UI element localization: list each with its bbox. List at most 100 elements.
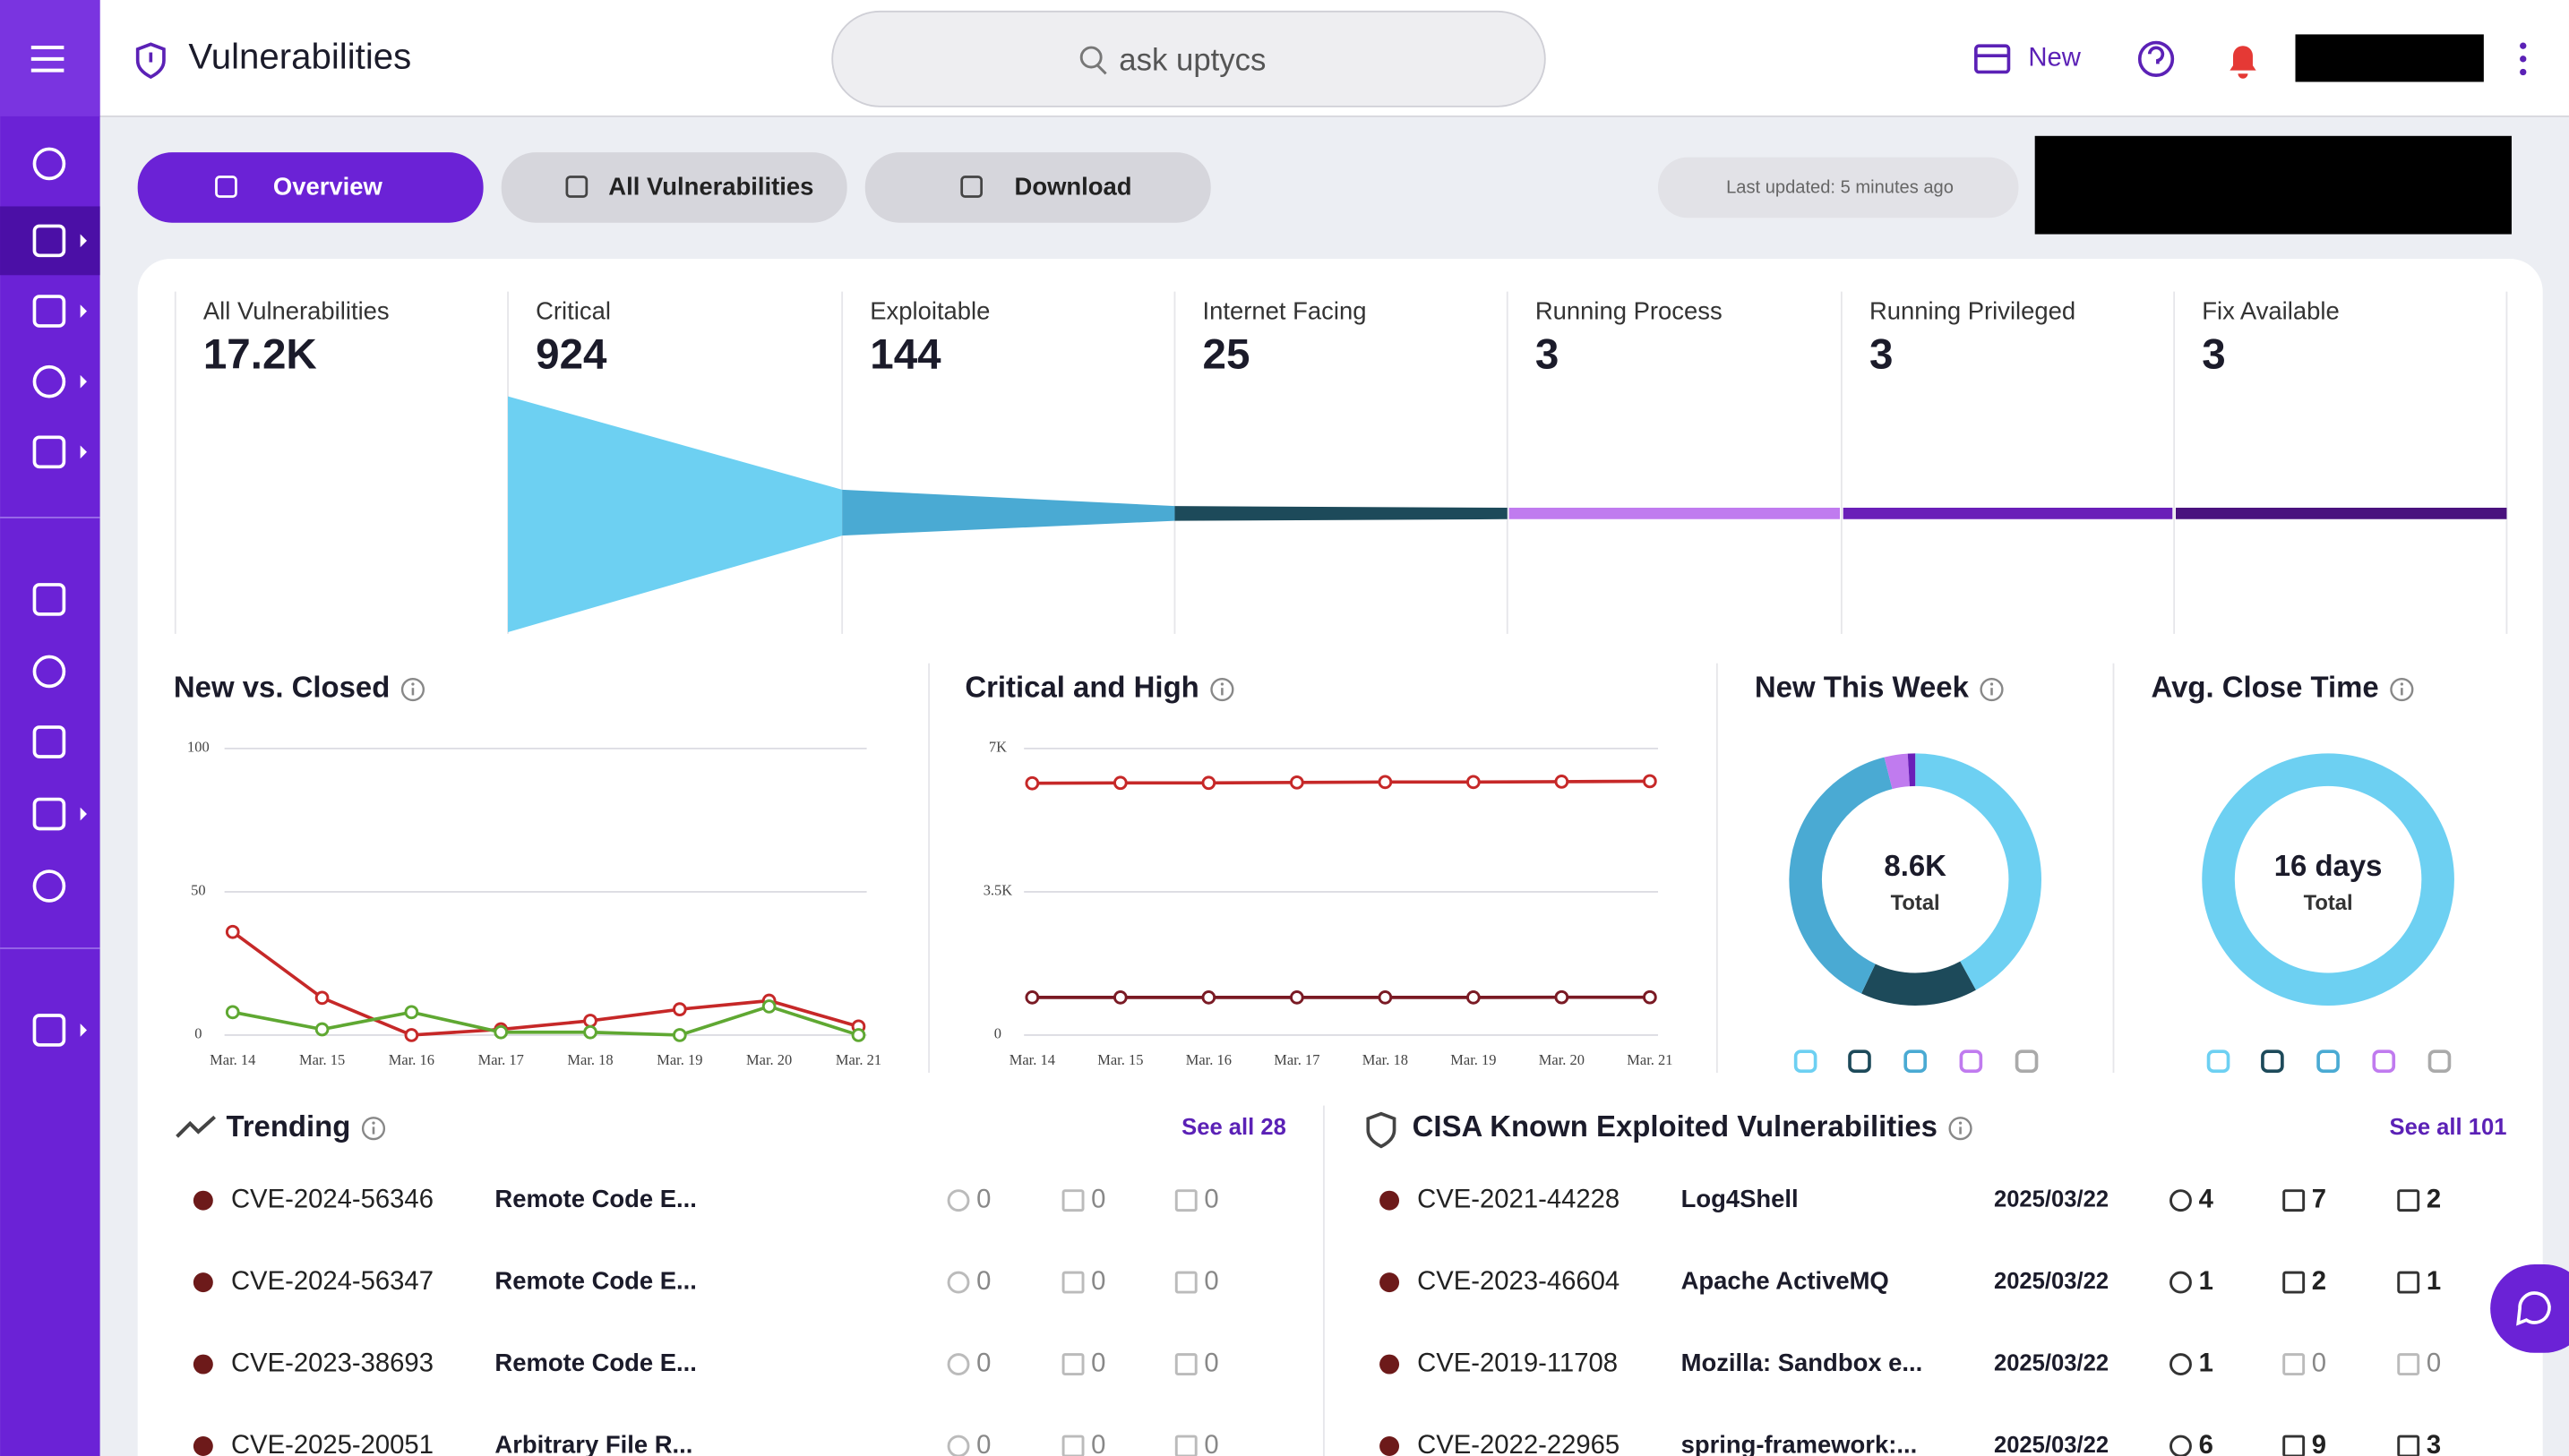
count: 0 bbox=[1204, 1431, 1218, 1456]
legend-icon[interactable] bbox=[1903, 1049, 1927, 1074]
cve-id[interactable]: CVE-2021-44228 bbox=[1417, 1185, 1620, 1213]
sidebar-icon[interactable] bbox=[32, 147, 66, 181]
sidebar-icons[interactable] bbox=[32, 147, 87, 1047]
data-point bbox=[1465, 990, 1481, 1005]
sidebar-icon[interactable] bbox=[32, 224, 66, 258]
info-icon bbox=[411, 682, 415, 686]
chart-title: New This Week bbox=[1755, 671, 1970, 704]
count-icon bbox=[1061, 1435, 1085, 1456]
sidebar-icon[interactable] bbox=[32, 797, 66, 831]
user-redacted[interactable] bbox=[2295, 34, 2484, 82]
data-point bbox=[761, 999, 777, 1014]
last-updated-pill bbox=[1658, 157, 2019, 218]
count: 0 bbox=[1091, 1185, 1105, 1213]
tab-download[interactable] bbox=[864, 152, 1211, 223]
x-tick-label: Mar. 21 bbox=[1627, 1051, 1672, 1068]
cve-id[interactable]: CVE-2024-56346 bbox=[231, 1185, 434, 1213]
sidebar-icon[interactable] bbox=[32, 655, 66, 689]
donut-center-value: 8.6K bbox=[1884, 849, 1946, 882]
new-button[interactable]: New bbox=[2028, 44, 2081, 73]
count: 6 bbox=[2199, 1431, 2213, 1456]
search-icon bbox=[1096, 64, 1107, 75]
chat-icon bbox=[2516, 1291, 2551, 1326]
chat-button[interactable] bbox=[2490, 1264, 2569, 1353]
data-point bbox=[583, 1024, 597, 1040]
see-all-link[interactable]: See all 28 bbox=[1181, 1115, 1286, 1140]
count-icon bbox=[2282, 1189, 2306, 1212]
count-icon bbox=[1174, 1435, 1198, 1456]
count-icon bbox=[2169, 1189, 2192, 1212]
tab-icon bbox=[215, 176, 237, 198]
tab-overview[interactable] bbox=[137, 152, 484, 223]
count-icon bbox=[1174, 1271, 1198, 1294]
count-icon bbox=[947, 1435, 970, 1456]
count: 0 bbox=[976, 1349, 991, 1377]
sidebar-icon[interactable] bbox=[32, 583, 66, 616]
sidebar-icon[interactable] bbox=[32, 295, 66, 328]
see-all-link[interactable]: See all 101 bbox=[2390, 1115, 2507, 1140]
tab-label: All Vulnerabilities bbox=[608, 173, 813, 201]
help-icon[interactable] bbox=[2137, 40, 2175, 77]
tab-all-vulnerabilities[interactable] bbox=[501, 152, 847, 223]
legend-icon[interactable] bbox=[2316, 1049, 2340, 1074]
info-icon bbox=[1980, 677, 2004, 702]
more-icon[interactable] bbox=[2520, 42, 2527, 76]
sidebar-icon[interactable] bbox=[32, 364, 66, 398]
x-tick-label: Mar. 18 bbox=[1362, 1051, 1408, 1068]
donut-center-value: 16 days bbox=[2274, 849, 2383, 882]
data-point bbox=[1113, 775, 1128, 791]
shield-icon bbox=[135, 42, 166, 80]
count: 0 bbox=[976, 1267, 991, 1296]
sidebar-icon[interactable] bbox=[32, 435, 66, 469]
data-point bbox=[225, 1005, 240, 1020]
count-icon bbox=[2397, 1353, 2420, 1376]
count: 7 bbox=[2312, 1185, 2326, 1213]
sidebar-arrow bbox=[80, 445, 87, 459]
search-box[interactable] bbox=[831, 10, 1546, 107]
data-point bbox=[494, 1024, 509, 1040]
sidebar-icon[interactable] bbox=[32, 869, 66, 903]
funnel-value: 17.2K bbox=[203, 330, 317, 378]
legend-icon[interactable] bbox=[2427, 1049, 2452, 1074]
cve-id[interactable]: CVE-2023-46604 bbox=[1417, 1267, 1620, 1296]
data-point bbox=[1643, 774, 1657, 789]
cve-id[interactable]: CVE-2023-38693 bbox=[231, 1349, 434, 1377]
legend-icon[interactable] bbox=[2015, 1049, 2039, 1074]
redacted bbox=[2034, 135, 2512, 235]
cve-id[interactable]: CVE-2022-22965 bbox=[1417, 1431, 1620, 1456]
vulnerability-name: Apache ActiveMQ bbox=[1681, 1266, 1889, 1294]
sidebar-icon[interactable] bbox=[32, 1014, 66, 1047]
data-point bbox=[851, 1028, 866, 1042]
cve-id[interactable]: CVE-2025-20051 bbox=[231, 1431, 434, 1456]
sidebar-icon[interactable] bbox=[32, 725, 66, 758]
data-point bbox=[225, 924, 240, 939]
donut-segment bbox=[1789, 753, 2042, 1006]
count: 0 bbox=[976, 1185, 991, 1213]
x-tick-label: Mar. 16 bbox=[1186, 1051, 1232, 1068]
alert-icon[interactable] bbox=[2230, 46, 2256, 79]
cve-id[interactable]: CVE-2019-11708 bbox=[1417, 1349, 1618, 1377]
legend-icon[interactable] bbox=[2206, 1049, 2230, 1074]
legend-icon[interactable] bbox=[1793, 1049, 1817, 1074]
donut-segment bbox=[2202, 753, 2454, 1006]
legend-icon[interactable] bbox=[1848, 1049, 1871, 1074]
x-tick-label: Mar. 21 bbox=[836, 1051, 881, 1068]
legend-icon[interactable] bbox=[1959, 1049, 1983, 1074]
data-point bbox=[1201, 775, 1216, 791]
count-icon bbox=[2282, 1353, 2306, 1376]
cve-id[interactable]: CVE-2024-56347 bbox=[231, 1267, 434, 1296]
donut-segment bbox=[1789, 753, 2042, 1006]
count: 0 bbox=[1091, 1431, 1105, 1456]
data-point bbox=[1378, 990, 1393, 1005]
info-icon bbox=[2400, 682, 2403, 686]
severity-dot bbox=[1379, 1436, 1400, 1456]
legend-icon[interactable] bbox=[2372, 1049, 2396, 1074]
vulnerability-name: Arbitrary File R... bbox=[494, 1430, 692, 1456]
funnel-shape bbox=[508, 396, 843, 633]
x-tick-label: Mar. 19 bbox=[657, 1051, 702, 1068]
data-point bbox=[1554, 989, 1569, 1005]
legend-icon[interactable] bbox=[2261, 1049, 2284, 1074]
search-icon bbox=[1079, 46, 1103, 69]
data-point bbox=[1289, 775, 1304, 790]
